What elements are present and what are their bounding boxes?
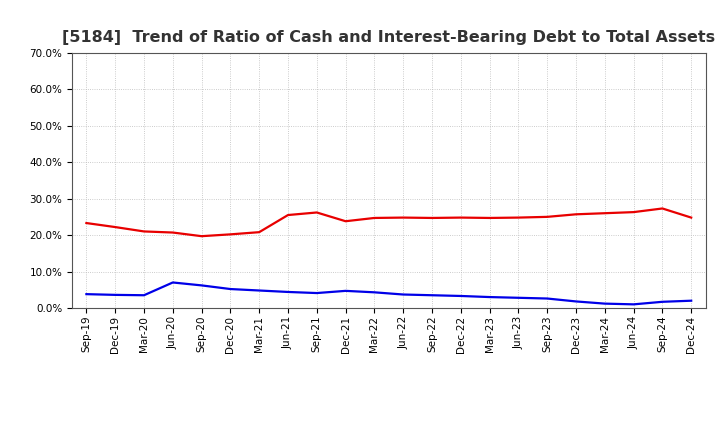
Cash	[428, 215, 436, 220]
Interest-Bearing Debt	[687, 298, 696, 303]
Cash	[658, 206, 667, 211]
Interest-Bearing Debt	[111, 292, 120, 297]
Interest-Bearing Debt	[168, 280, 177, 285]
Interest-Bearing Debt	[341, 288, 350, 293]
Cash	[485, 215, 494, 220]
Interest-Bearing Debt	[197, 283, 206, 288]
Cash	[399, 215, 408, 220]
Cash	[284, 213, 292, 218]
Interest-Bearing Debt	[629, 302, 638, 307]
Cash	[140, 229, 148, 234]
Interest-Bearing Debt	[543, 296, 552, 301]
Cash	[82, 220, 91, 226]
Interest-Bearing Debt	[572, 299, 580, 304]
Line: Cash: Cash	[86, 209, 691, 236]
Cash	[514, 215, 523, 220]
Cash	[168, 230, 177, 235]
Interest-Bearing Debt	[485, 294, 494, 300]
Interest-Bearing Debt	[399, 292, 408, 297]
Interest-Bearing Debt	[140, 293, 148, 298]
Interest-Bearing Debt	[370, 290, 379, 295]
Cash	[226, 232, 235, 237]
Interest-Bearing Debt	[312, 290, 321, 296]
Cash	[197, 234, 206, 239]
Cash	[572, 212, 580, 217]
Interest-Bearing Debt	[82, 292, 91, 297]
Line: Interest-Bearing Debt: Interest-Bearing Debt	[86, 282, 691, 304]
Title: [5184]  Trend of Ratio of Cash and Interest-Bearing Debt to Total Assets: [5184] Trend of Ratio of Cash and Intere…	[62, 29, 716, 45]
Interest-Bearing Debt	[600, 301, 609, 306]
Cash	[312, 210, 321, 215]
Cash	[629, 209, 638, 215]
Cash	[456, 215, 465, 220]
Cash	[543, 214, 552, 220]
Cash	[111, 224, 120, 230]
Interest-Bearing Debt	[428, 293, 436, 298]
Interest-Bearing Debt	[226, 286, 235, 292]
Interest-Bearing Debt	[658, 299, 667, 304]
Cash	[600, 211, 609, 216]
Cash	[687, 215, 696, 220]
Interest-Bearing Debt	[514, 295, 523, 301]
Interest-Bearing Debt	[284, 290, 292, 295]
Interest-Bearing Debt	[255, 288, 264, 293]
Interest-Bearing Debt	[456, 293, 465, 299]
Cash	[255, 230, 264, 235]
Cash	[370, 215, 379, 220]
Cash	[341, 219, 350, 224]
